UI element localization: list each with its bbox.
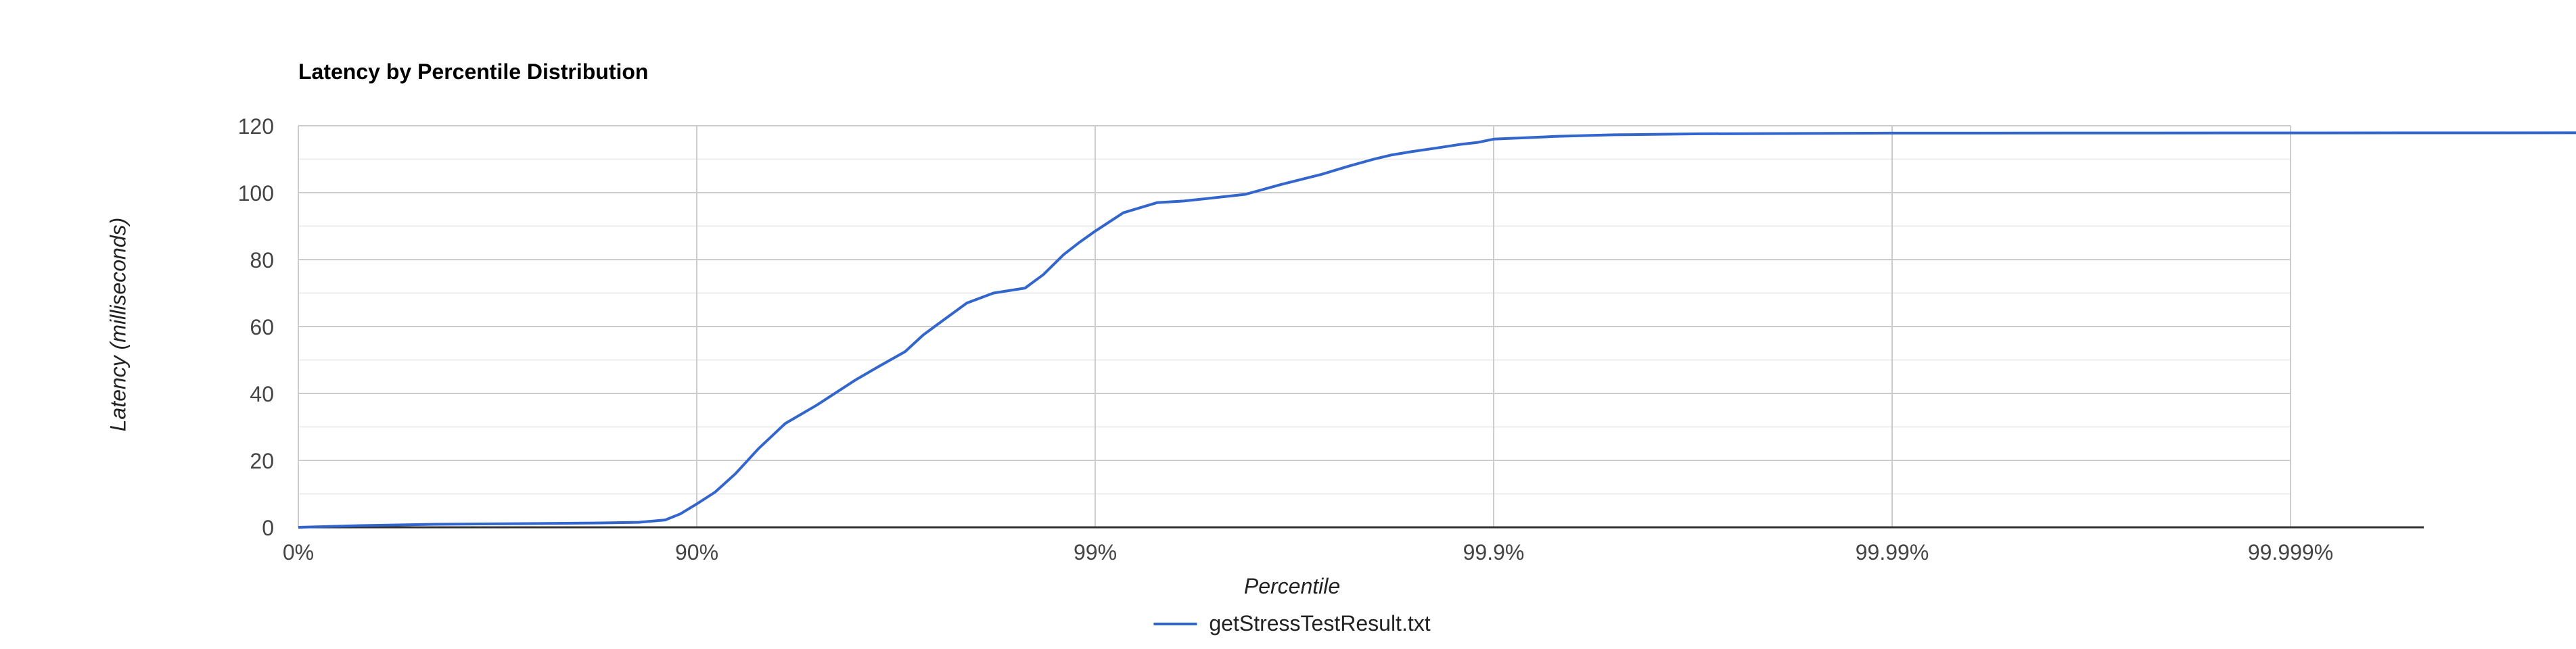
legend-swatch [1153, 622, 1197, 625]
y-tick-label: 40 [250, 382, 274, 406]
x-tick-label: 99.99% [1856, 540, 1929, 564]
legend-label: getStressTestResult.txt [1209, 611, 1431, 635]
x-tick-label: 99.999% [2248, 540, 2333, 564]
x-tick-label: 99.9% [1463, 540, 1525, 564]
y-tick-label: 0 [262, 516, 274, 540]
x-tick-label: 99% [1074, 540, 1117, 564]
y-tick-label: 20 [250, 449, 274, 473]
y-tick-label: 80 [250, 248, 274, 272]
y-tick-label: 100 [238, 181, 274, 206]
series-line [298, 131, 2576, 529]
y-tick-label: 120 [238, 114, 274, 139]
x-tick-label: 0% [283, 540, 314, 564]
chart-title: Latency by Percentile Distribution [298, 59, 649, 84]
legend: getStressTestResult.txt [1153, 611, 1431, 636]
x-axis-label: Percentile [1243, 574, 1341, 598]
x-tick-label: 90% [675, 540, 718, 564]
y-tick-label: 60 [250, 315, 274, 339]
